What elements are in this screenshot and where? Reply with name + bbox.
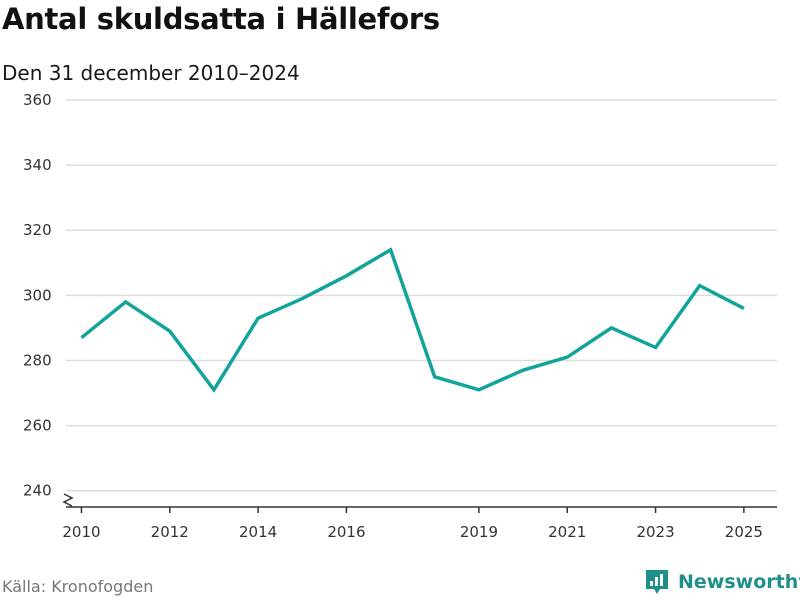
x-tick-label: 2025 [725, 523, 763, 541]
data-point [565, 355, 569, 359]
data-point [433, 375, 437, 379]
x-tick-label: 2014 [239, 523, 277, 541]
data-point [389, 248, 393, 252]
series-line-0 [82, 250, 744, 390]
data-point [300, 297, 304, 301]
data-point [698, 284, 702, 288]
data-point [168, 329, 172, 333]
data-point [654, 345, 658, 349]
x-tick-label: 2016 [327, 523, 365, 541]
series-layer [79, 248, 745, 392]
data-point [609, 326, 613, 330]
y-tick-label: 360 [23, 91, 52, 109]
y-tick-label: 240 [23, 482, 52, 500]
y-tick-label: 340 [23, 156, 52, 174]
data-point [742, 306, 746, 310]
data-point [79, 336, 83, 340]
brand-name: Newsworthy [678, 571, 800, 593]
data-point [212, 388, 216, 392]
x-tick-label: 2023 [636, 523, 674, 541]
x-axis [64, 494, 777, 513]
x-tick-label: 2012 [151, 523, 189, 541]
axis-break-icon [64, 494, 72, 506]
gridlines [66, 100, 777, 491]
data-point [256, 316, 260, 320]
x-tick-label: 2019 [460, 523, 498, 541]
source-note: Källa: Kronofogden [2, 577, 153, 596]
y-tick-label: 260 [23, 417, 52, 435]
y-tick-label: 280 [23, 351, 52, 369]
brand-logo: Newsworthy [644, 568, 800, 596]
x-tick-label: 2021 [548, 523, 586, 541]
x-axis-labels: 2010 2012 2014 2016 2019 2021 2023 2025 [62, 523, 763, 541]
y-tick-label: 300 [23, 286, 52, 304]
data-point [477, 388, 481, 392]
x-tick-label: 2010 [62, 523, 100, 541]
y-axis-labels: 240 260 280 300 320 340 360 [23, 91, 52, 500]
newsworthy-logo-icon [644, 568, 670, 596]
data-point [344, 274, 348, 278]
y-tick-label: 320 [23, 221, 52, 239]
data-point [521, 368, 525, 372]
data-point [124, 300, 128, 304]
